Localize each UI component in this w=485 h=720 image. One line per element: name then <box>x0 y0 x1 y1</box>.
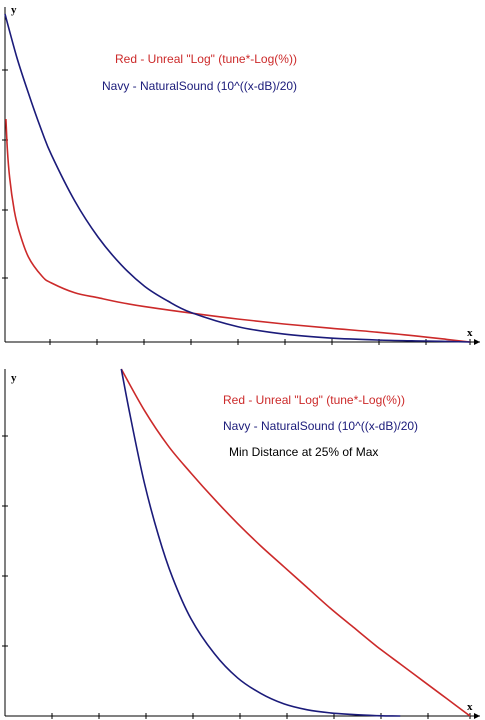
chart-2-legend-red: Red - Unreal "Log" (tune*-Log(%)) <box>223 393 405 407</box>
chart-1-legend-red: Red - Unreal "Log" (tune*-Log(%)) <box>115 52 297 66</box>
chart-2-annotation-min-distance: Min Distance at 25% of Max <box>229 445 378 459</box>
chart-panel-1: y x Red - Unreal "Log" (tune*-Log(%)) Na… <box>2 4 480 345</box>
chart-1-x-label: x <box>467 327 473 339</box>
chart-2-x-arrow <box>474 713 480 719</box>
chart-1-y-label: y <box>11 4 17 16</box>
chart-1-series-red-line <box>5 118 471 343</box>
chart-1-legend-navy: Navy - NaturalSound (10^((x-dB)/20) <box>102 79 297 93</box>
chart-2-y-label: y <box>11 372 17 384</box>
chart-panel-2: y x Red - Unreal "Log" (tune*-Log(%)) Na… <box>2 368 480 719</box>
chart-1-series-navy-line <box>4 13 471 343</box>
chart-1-ticks <box>2 69 471 345</box>
chart-2-series-group <box>120 368 471 717</box>
chart-2-legend-navy: Navy - NaturalSound (10^((x-dB)/20) <box>223 419 418 433</box>
chart-2-x-label: x <box>467 701 473 713</box>
chart-1-x-arrow <box>474 339 480 345</box>
chart-2-series-navy-line <box>120 368 401 717</box>
chart-2-series-red-line <box>120 368 471 717</box>
chart-1-series-group <box>4 13 471 343</box>
